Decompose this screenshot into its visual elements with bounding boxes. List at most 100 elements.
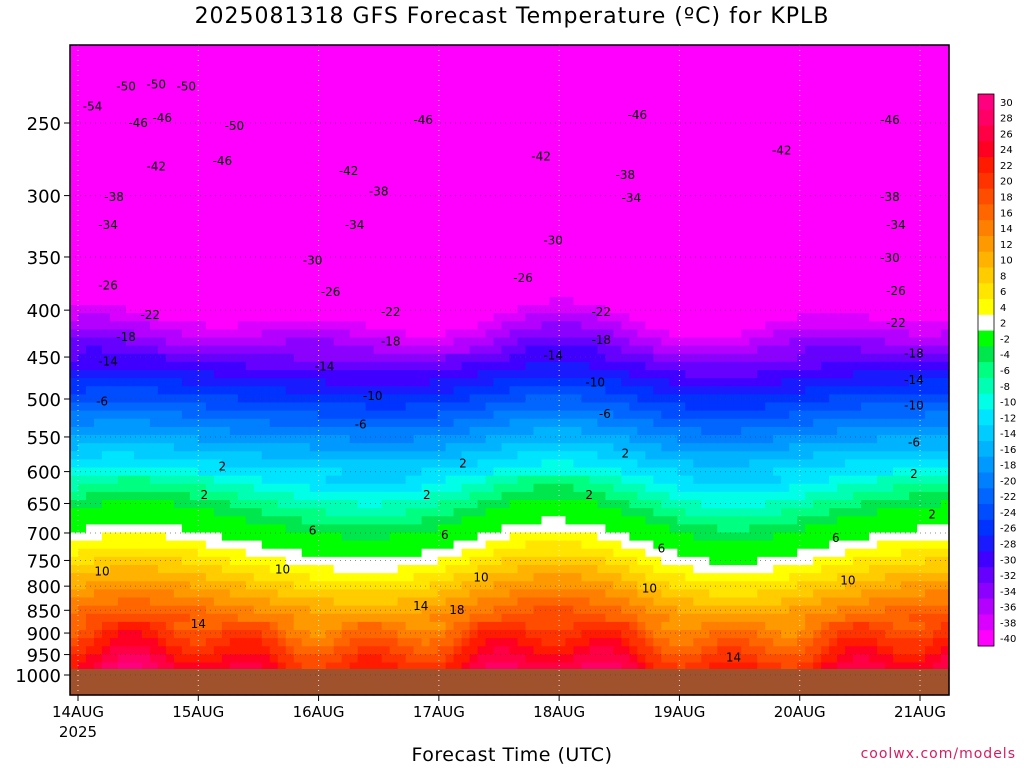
field-cell <box>101 532 111 542</box>
field-cell <box>149 45 159 54</box>
field-cell <box>125 142 135 152</box>
field-cell <box>197 378 207 387</box>
field-cell <box>189 451 199 460</box>
field-cell <box>125 280 135 290</box>
field-cell <box>85 142 95 152</box>
field-cell <box>525 410 535 420</box>
field-cell <box>509 435 519 444</box>
field-cell <box>397 370 407 379</box>
field-cell <box>197 305 207 314</box>
field-cell <box>93 353 103 363</box>
field-cell <box>277 126 287 135</box>
field-cell <box>205 101 215 111</box>
field-cell <box>141 548 151 558</box>
field-cell <box>197 199 207 209</box>
field-cell <box>485 500 495 509</box>
field-cell <box>445 223 455 233</box>
field-cell <box>461 613 471 623</box>
field-cell <box>357 329 367 339</box>
field-cell <box>469 134 479 144</box>
field-cell <box>461 418 471 428</box>
field-cell <box>197 483 207 493</box>
field-cell <box>453 313 463 322</box>
field-cell <box>293 353 303 363</box>
field-cell <box>349 378 359 387</box>
field-cell <box>357 61 367 70</box>
field-cell <box>189 199 199 209</box>
field-cell <box>157 215 167 225</box>
field-cell <box>533 394 543 404</box>
field-cell <box>173 240 183 249</box>
field-cell <box>325 426 335 436</box>
field-cell <box>309 548 319 558</box>
field-cell <box>85 93 95 103</box>
field-cell <box>261 613 271 623</box>
field-cell <box>293 459 303 469</box>
field-cell <box>109 207 119 217</box>
field-cell <box>485 45 495 54</box>
field-cell <box>525 215 535 225</box>
field-cell <box>445 361 455 371</box>
field-cell <box>221 240 231 249</box>
field-cell <box>253 288 263 298</box>
field-cell <box>565 207 575 217</box>
field-cell <box>261 654 271 664</box>
field-cell <box>173 548 183 558</box>
field-cell <box>309 345 319 355</box>
field-cell <box>309 516 319 525</box>
field-cell <box>237 556 247 566</box>
field-cell <box>125 565 135 574</box>
field-cell <box>77 288 87 298</box>
field-cell <box>349 329 359 339</box>
field-cell <box>213 61 223 70</box>
field-cell <box>461 45 471 54</box>
field-cell <box>181 240 191 249</box>
field-cell <box>173 386 183 395</box>
field-cell <box>125 61 135 70</box>
field-cell <box>381 69 391 79</box>
field-cell <box>101 516 111 525</box>
field-cell <box>493 240 503 249</box>
field-cell <box>405 548 415 558</box>
field-cell <box>301 483 311 493</box>
field-cell <box>93 451 103 460</box>
field-cell <box>205 483 215 493</box>
field-cell <box>77 175 87 184</box>
field-cell <box>525 654 535 664</box>
field-cell <box>197 272 207 282</box>
field-cell <box>389 126 399 135</box>
field-cell <box>165 581 175 590</box>
field-cell <box>373 548 383 558</box>
field-cell <box>341 126 351 135</box>
field-cell <box>445 581 455 590</box>
field-cell <box>221 175 231 184</box>
field-cell <box>429 313 439 322</box>
field-cell <box>141 231 151 241</box>
field-cell <box>109 45 119 54</box>
field-cell <box>357 621 367 631</box>
field-cell <box>213 231 223 241</box>
field-cell <box>357 45 367 54</box>
field-cell <box>525 459 535 469</box>
field-cell <box>421 45 431 54</box>
field-cell <box>453 394 463 404</box>
field-cell <box>165 296 175 306</box>
field-cell <box>85 207 95 217</box>
field-cell <box>149 418 159 428</box>
field-cell <box>541 256 551 265</box>
field-cell <box>285 589 295 599</box>
field-cell <box>525 175 535 184</box>
field-cell <box>165 345 175 355</box>
field-cell <box>125 589 135 599</box>
field-cell <box>165 240 175 249</box>
field-cell <box>261 296 271 306</box>
field-cell <box>253 85 263 95</box>
field-cell <box>93 296 103 306</box>
field-cell <box>85 491 95 501</box>
field-cell <box>381 345 391 355</box>
field-cell <box>229 134 239 144</box>
field-cell <box>525 53 535 62</box>
field-cell <box>549 288 559 298</box>
field-cell <box>301 77 311 87</box>
field-cell <box>285 207 295 217</box>
